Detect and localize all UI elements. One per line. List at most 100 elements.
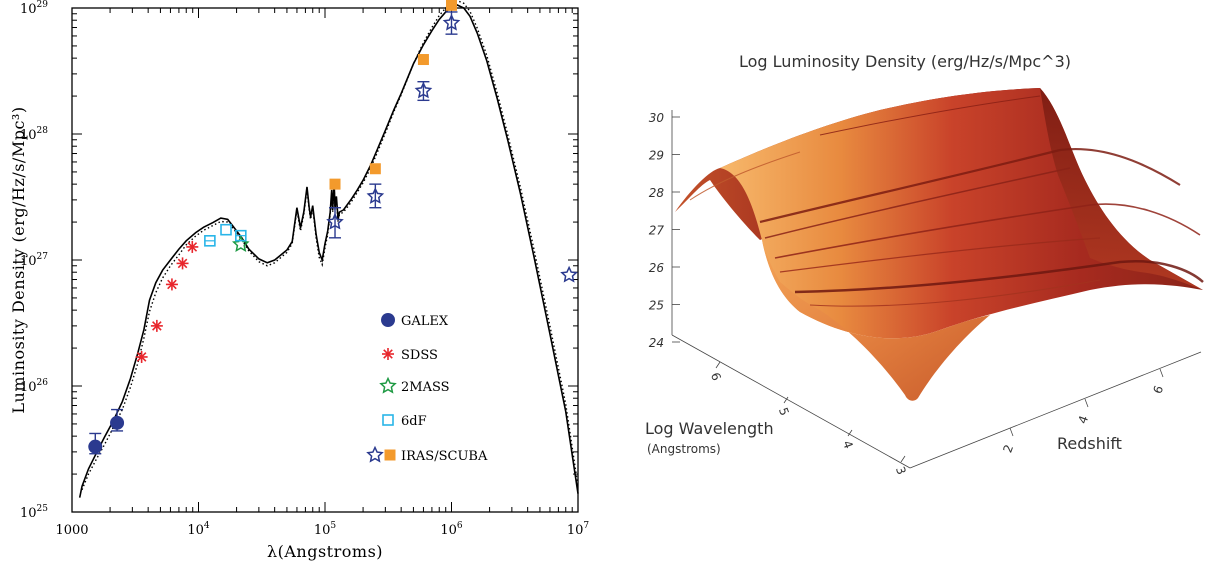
y-surface-tick (1009, 427, 1014, 437)
legend-label: SDSS (401, 348, 438, 363)
marker-asterisk (152, 321, 162, 331)
marker-square (235, 229, 247, 242)
marker-square (382, 414, 394, 426)
marker-filled-square (369, 163, 381, 175)
marker-star (379, 376, 397, 394)
y-tick-label-exp: 29 (37, 0, 49, 10)
y-surface-tick (1159, 368, 1164, 378)
legend-label: 2MASS (401, 380, 450, 395)
marker-star (366, 445, 384, 463)
y-axis-ticks: 2 4 6 (1000, 368, 1166, 455)
legend-label: 6dF (401, 414, 427, 429)
legend: GALEX SDSS 2MASS 6dF IRAS/SCUBA (366, 313, 488, 464)
x-tick-label: 106 (440, 521, 463, 538)
y-surface-tick-label: 4 (1075, 414, 1091, 426)
x-axis-title: Log Wavelength (645, 419, 774, 438)
z-tick-label: 27 (649, 224, 665, 238)
x-tick-label-exp: 5 (330, 521, 336, 531)
z-tick-label: 29 (649, 149, 664, 163)
x-tick-label-exp: 7 (583, 521, 589, 531)
marker-star (366, 187, 385, 204)
x-tick-label-exp: 6 (457, 521, 463, 531)
surface (675, 88, 1204, 401)
y-axis-title: Redshift (1057, 434, 1122, 453)
z-axis-ticks: 30 29 28 27 26 25 24 (649, 111, 680, 350)
model-curve-dotted (81, 0, 579, 491)
surface-plot: Log Luminosity Density (erg/Hz/s/Mpc^3) … (645, 52, 1204, 477)
y-tick-label-exp: 25 (37, 504, 49, 514)
legend-item: SDSS (382, 348, 438, 363)
x-tick-label: 107 (567, 521, 590, 538)
x-surface-tick-label: 6 (708, 371, 724, 383)
surface-band (689, 151, 801, 201)
y-surface-tick (1084, 398, 1089, 408)
series-galex (88, 408, 125, 455)
legend-item: 2MASS (379, 376, 450, 395)
y-surface-tick-label: 6 (1150, 384, 1166, 396)
plot-frame (71, 7, 579, 513)
model-curves (78, 0, 579, 498)
series-sdss (135, 240, 199, 363)
marker-circle (110, 415, 125, 430)
x-surface-tick-label: 4 (840, 439, 856, 451)
marker-star (442, 13, 461, 31)
surface-title: Log Luminosity Density (erg/Hz/s/Mpc^3) (739, 52, 1071, 71)
marker-filled-square (329, 178, 341, 190)
x-surface-tick (715, 361, 721, 369)
y-tick-label-exp: 27 (37, 252, 49, 262)
surface-right (1040, 88, 1203, 290)
marker-filled-square (446, 0, 457, 11)
y-tick-label-exp: 28 (37, 126, 49, 136)
surface-bands (689, 95, 1204, 307)
marker-asterisk (177, 258, 188, 269)
marker-asterisk (167, 279, 177, 290)
marker-filled-square (417, 54, 429, 66)
series-iras-scuba (326, 0, 578, 283)
legend-item: GALEX (381, 313, 449, 329)
y-tick-label: 1029 (20, 0, 48, 17)
x-surface-tick-label: 3 (893, 465, 909, 477)
marker-asterisk (187, 242, 198, 252)
x-axis-ticks: 6 5 4 3 (708, 361, 909, 477)
x-surface-tick-label: 5 (776, 406, 792, 418)
legend-item: IRAS/SCUBA (366, 445, 488, 464)
x-tick-label: 1000 (55, 523, 88, 538)
x-axis-subtitle: (Angstroms) (647, 442, 721, 456)
surface-band (779, 237, 1101, 273)
surface-front (762, 240, 990, 401)
x-tick-label-exp: 4 (204, 521, 210, 531)
marker-star (560, 265, 578, 283)
marker-circle (88, 439, 103, 454)
z-tick-label: 26 (649, 261, 665, 275)
marker-star (231, 235, 250, 252)
series-2mass (231, 235, 250, 252)
y-surface-tick-label: 2 (1000, 443, 1016, 455)
legend-label: GALEX (401, 314, 449, 329)
marker-star (326, 212, 344, 230)
marker-asterisk (136, 352, 147, 362)
series-6df (204, 223, 247, 247)
z-tick-label: 24 (649, 336, 664, 350)
y-tick-label: 1025 (20, 504, 48, 521)
model-curve-solid (78, 3, 579, 498)
surface-band (819, 95, 1041, 136)
x-tick-label: 104 (187, 521, 210, 538)
data-points (88, 0, 578, 455)
legend-label: IRAS/SCUBA (401, 449, 488, 464)
marker-square (204, 235, 216, 247)
surface-main (720, 88, 1203, 339)
marker-square (220, 223, 232, 236)
x-surface-tick (900, 455, 906, 463)
y-tick-label-exp: 26 (37, 378, 49, 388)
y-axis-label: Luminosity Density (erg/Hz/s/Mpc³) (9, 106, 28, 413)
z-tick-label: 25 (649, 299, 664, 313)
surface-band (759, 148, 1181, 224)
x-axis-line (671, 334, 911, 469)
marker-star (414, 81, 433, 99)
surface-band (774, 203, 1201, 259)
marker-asterisk (383, 349, 393, 359)
x-surface-tick (783, 396, 789, 404)
x-tick-label: 105 (314, 521, 337, 538)
surface-band (764, 167, 1071, 239)
